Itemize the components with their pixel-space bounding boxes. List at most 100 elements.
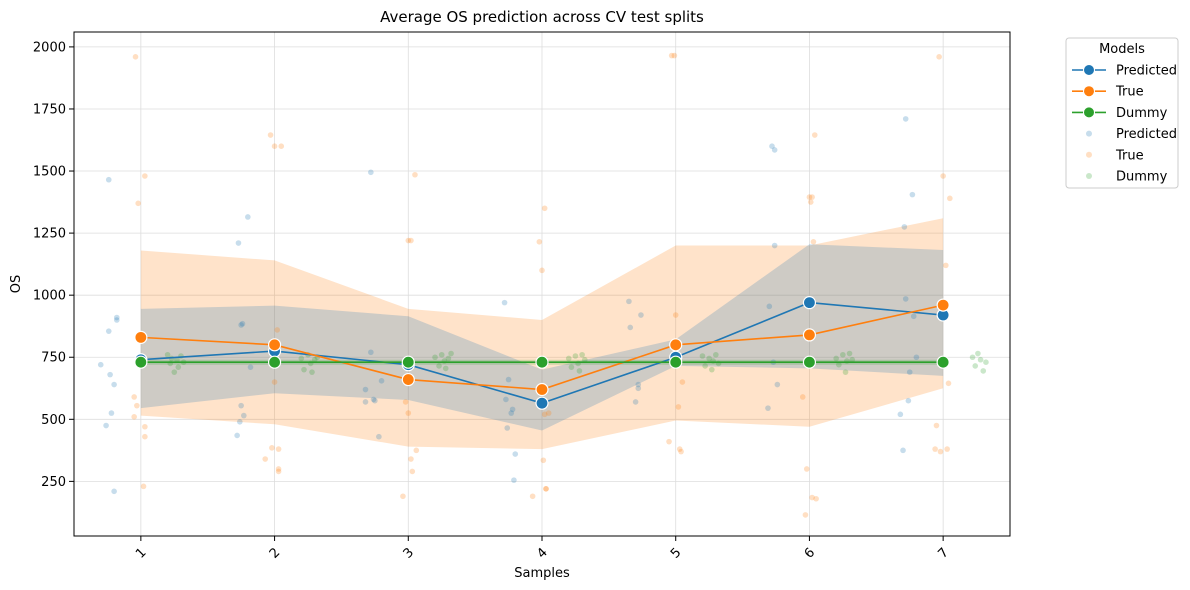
y-tick-label: 250	[41, 475, 66, 490]
legend-swatch-point	[1086, 173, 1092, 179]
point-true	[271, 143, 278, 150]
point-predicted	[626, 298, 632, 305]
point-dummy	[840, 351, 846, 358]
point-predicted	[627, 324, 634, 331]
point-predicted	[237, 418, 243, 425]
point-dummy	[309, 369, 315, 375]
point-dummy	[833, 355, 839, 362]
point-true	[675, 404, 682, 410]
y-tick-label: 750	[41, 351, 66, 366]
point-predicted	[511, 477, 517, 483]
y-tick-label: 1500	[33, 165, 66, 180]
point-dummy	[442, 365, 449, 372]
point-true	[405, 237, 412, 244]
point-predicted	[769, 143, 775, 150]
point-true	[402, 399, 409, 405]
legend-label: Dummy	[1116, 106, 1168, 121]
point-predicted	[362, 399, 369, 405]
point-true	[142, 433, 148, 440]
point-predicted	[638, 312, 644, 318]
point-true	[275, 466, 282, 472]
series-lines	[134, 296, 950, 410]
marker-dummy	[134, 355, 148, 369]
point-dummy	[983, 359, 989, 366]
y-tick-label: 2000	[33, 40, 66, 55]
point-dummy	[311, 356, 318, 363]
point-dummy	[706, 355, 712, 362]
point-dummy	[174, 356, 180, 363]
point-dummy	[972, 363, 979, 369]
legend-swatch-point	[1086, 130, 1092, 137]
point-true	[806, 194, 813, 200]
point-predicted	[372, 397, 378, 404]
point-predicted	[897, 411, 904, 418]
point-dummy	[438, 351, 445, 358]
point-predicted	[505, 376, 512, 383]
point-predicted	[765, 405, 771, 411]
point-true	[131, 394, 137, 400]
point-true	[412, 171, 418, 178]
point-true	[408, 456, 414, 462]
point-dummy	[568, 364, 575, 370]
point-true	[668, 52, 675, 59]
legend-label: True	[1115, 85, 1144, 100]
point-predicted	[902, 116, 909, 122]
point-predicted	[108, 410, 115, 416]
point-true	[541, 411, 548, 418]
point-predicted	[97, 361, 104, 368]
point-true	[529, 493, 536, 500]
marker-true	[401, 372, 415, 387]
point-dummy	[842, 369, 849, 375]
point-predicted	[632, 399, 639, 405]
point-true	[275, 468, 282, 475]
marker-predicted	[802, 296, 817, 310]
legend: Models Predicted True Dummy Predicted True Dum…	[1065, 37, 1179, 189]
point-predicted	[113, 314, 120, 321]
point-predicted	[376, 433, 382, 440]
point-dummy	[572, 353, 579, 359]
point-true	[947, 195, 953, 202]
point-predicted	[900, 447, 906, 454]
point-true	[131, 414, 137, 420]
point-predicted	[111, 381, 117, 388]
point-dummy	[565, 355, 572, 362]
point-dummy	[713, 351, 719, 358]
marker-dummy	[936, 355, 950, 369]
marker-dummy	[535, 355, 549, 369]
y-tick-label: 1000	[33, 289, 66, 304]
point-dummy	[579, 351, 585, 358]
point-predicted	[508, 410, 515, 416]
point-true	[932, 446, 938, 452]
point-true	[267, 132, 274, 138]
point-true	[940, 173, 946, 179]
point-predicted	[105, 176, 112, 183]
legend-label: Predicted	[1116, 64, 1177, 79]
y-tick-label: 1750	[33, 102, 66, 117]
point-predicted	[111, 488, 117, 495]
point-true	[543, 486, 549, 492]
point-predicted	[245, 214, 251, 220]
point-dummy	[581, 356, 588, 363]
point-true	[809, 194, 815, 200]
point-dummy	[702, 363, 708, 369]
point-predicted	[635, 385, 642, 392]
point-dummy	[969, 354, 976, 361]
point-true	[408, 237, 414, 244]
point-true	[672, 312, 679, 318]
point-predicted	[771, 147, 778, 153]
point-true	[676, 446, 683, 452]
point-predicted	[368, 169, 374, 176]
marker-dummy	[802, 355, 817, 369]
legend-swatch-marker	[1083, 64, 1095, 76]
point-predicted	[901, 224, 908, 230]
point-true	[540, 457, 547, 464]
point-true	[140, 483, 147, 490]
legend-title: Models	[1099, 42, 1145, 57]
point-true	[409, 468, 416, 475]
point-predicted	[107, 371, 113, 378]
point-true	[539, 267, 545, 274]
legend-label: True	[1115, 148, 1144, 163]
marker-true	[802, 328, 817, 342]
point-true	[666, 438, 672, 445]
point-dummy	[709, 366, 715, 373]
